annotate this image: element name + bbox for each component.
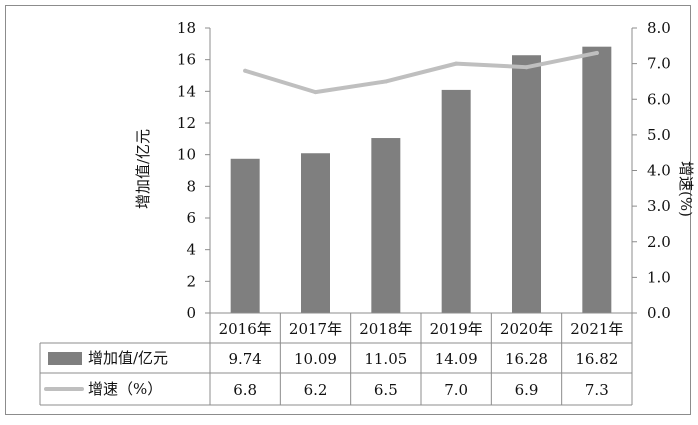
bar — [301, 153, 330, 313]
y-tick-label: 6 — [186, 209, 196, 227]
x-tick-label: 2019年 — [430, 320, 483, 338]
line-point — [524, 65, 529, 70]
data-label: 6.2 — [304, 381, 328, 399]
data-label: 16.82 — [575, 350, 618, 368]
bar-series — [230, 46, 612, 314]
line-point — [383, 79, 388, 84]
y-tick-label: 14 — [177, 82, 196, 100]
bar — [512, 55, 541, 313]
line-point — [313, 90, 318, 95]
y-tick-label: 12 — [177, 114, 196, 132]
data-label: 9.74 — [228, 350, 261, 368]
y2-tick-label: 7.0 — [647, 55, 671, 73]
y-tick-label: 10 — [177, 146, 196, 164]
x-tick-label: 2020年 — [500, 320, 553, 338]
line-point — [454, 61, 459, 66]
x-tick-label: 2018年 — [359, 320, 412, 338]
y2-tick-label: 5.0 — [647, 126, 671, 144]
x-tick-label: 2017年 — [289, 320, 342, 338]
y-tick-label: 0 — [186, 304, 196, 322]
line-point — [243, 68, 248, 73]
y-tick-label: 4 — [186, 241, 196, 259]
y2-tick-label: 8.0 — [647, 19, 671, 37]
line-path — [243, 50, 599, 95]
x-tick-label: 2021年 — [570, 320, 623, 338]
y-tick-label: 16 — [177, 51, 196, 69]
y-axis-title: 增加值/亿元 — [134, 129, 152, 209]
data-label: 7.0 — [444, 381, 468, 399]
y-tick-label: 18 — [177, 19, 196, 37]
y2-tick-label: 3.0 — [647, 197, 671, 215]
data-label: 16.28 — [505, 350, 548, 368]
data-label: 14.09 — [435, 350, 478, 368]
x-tick-label: 2016年 — [219, 320, 272, 338]
line-series — [243, 50, 599, 95]
y2-tick-label: 2.0 — [647, 233, 671, 251]
data-label: 11.05 — [364, 350, 407, 368]
data-label: 10.09 — [294, 350, 337, 368]
bar — [371, 138, 401, 313]
data-label: 6.8 — [233, 381, 257, 399]
line-point — [594, 50, 599, 55]
bar — [582, 46, 612, 313]
legend-label: 增速（%） — [88, 380, 162, 398]
y2-axis-title: 增速(%) — [677, 161, 695, 217]
y2-tick-label: 0.0 — [647, 304, 671, 322]
legend-swatch-bar — [48, 352, 82, 365]
bar — [441, 89, 471, 314]
y2-tick-label: 4.0 — [647, 162, 671, 180]
y2-tick-label: 1.0 — [647, 268, 671, 286]
axes: 0 2 4 6 8 10 12 14 16 18 0.0 1.0 2.0 3.0 4.0 5.0 6.0 7.0 8… — [177, 19, 671, 322]
data-label: 6.9 — [515, 381, 539, 399]
legend-label: 增加值/亿元 — [88, 349, 168, 367]
bar — [230, 158, 260, 313]
y-tick-label: 8 — [186, 177, 196, 195]
y2-tick-label: 6.0 — [647, 90, 671, 108]
chart-frame — [5, 5, 691, 415]
data-label: 6.5 — [374, 381, 398, 399]
data-label: 7.3 — [585, 381, 609, 399]
y-tick-label: 2 — [186, 272, 196, 290]
